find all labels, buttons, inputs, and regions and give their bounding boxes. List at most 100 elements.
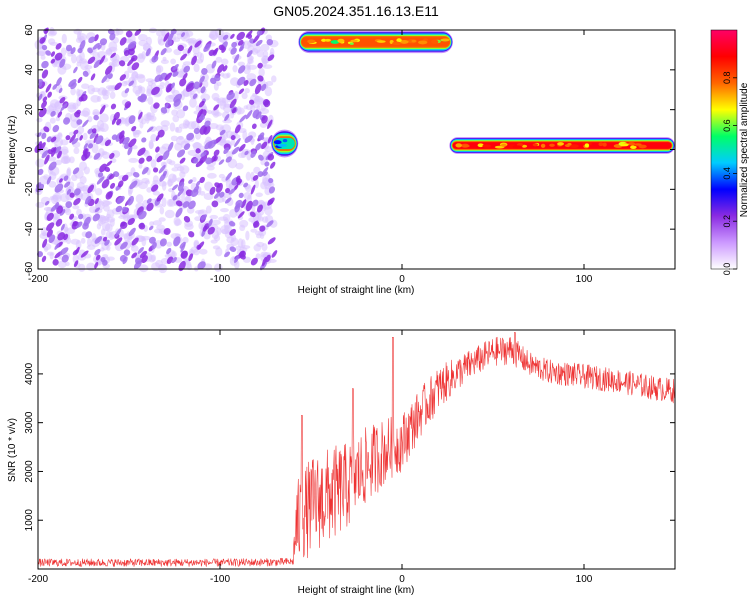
speckle-dot <box>101 74 109 84</box>
speckle-haze <box>237 61 246 67</box>
speckle-haze <box>158 263 168 274</box>
speckle-haze <box>156 65 164 73</box>
speckle-dot <box>218 159 225 165</box>
speckle-haze <box>43 174 50 180</box>
speckle-haze <box>192 177 197 183</box>
speckle-dot <box>99 104 106 115</box>
speckle-dot <box>271 250 278 258</box>
speckle-dot <box>260 141 268 149</box>
heatmap-hotspot <box>500 143 507 147</box>
speckle-haze <box>234 90 239 101</box>
speckle-dot <box>82 222 89 230</box>
speckle-dot <box>163 227 171 235</box>
speckle-dot <box>256 204 263 213</box>
speckle-dot <box>171 82 175 89</box>
speckle-haze <box>199 52 205 63</box>
speckle-dot <box>194 40 202 48</box>
speckle-dot <box>255 39 263 47</box>
speckle-dot <box>87 143 94 149</box>
speckle-dot <box>231 41 238 48</box>
speckle-dot <box>204 223 210 230</box>
speckle-dot <box>229 246 237 253</box>
speckle-haze <box>65 261 70 267</box>
heatmap-hotspot <box>441 38 450 42</box>
speckle-haze <box>42 231 47 236</box>
speckle-haze <box>171 109 178 116</box>
speckle-dot <box>183 143 191 151</box>
speckle-haze <box>90 95 100 103</box>
speckle-haze <box>176 109 186 119</box>
speckle-haze <box>121 80 128 87</box>
speckle-dot <box>50 136 57 143</box>
speckle-haze <box>243 191 252 200</box>
speckle-haze <box>53 137 64 147</box>
speckle-dot <box>73 198 81 206</box>
speckle-dot <box>123 249 131 256</box>
speckle-dot <box>252 199 259 207</box>
speckle-haze <box>262 50 269 58</box>
speckle-dot <box>104 139 112 147</box>
spectrogram-marks <box>34 27 675 274</box>
speckle-haze <box>135 89 141 97</box>
speckle-haze <box>260 43 270 52</box>
speckle-dot <box>214 182 221 188</box>
speckle-dot <box>224 114 230 122</box>
speckle-dot <box>73 66 78 74</box>
colorbar-tick-label: 0.2 <box>722 215 732 228</box>
speckle-dot <box>70 47 76 55</box>
speckle-haze <box>261 216 269 223</box>
speckle-dot <box>200 86 206 94</box>
speckle-dot <box>228 188 236 195</box>
heatmap-hotspot <box>463 144 470 148</box>
speckle-dot <box>60 223 65 231</box>
speckle-dot <box>109 182 116 189</box>
speckle-dot <box>84 195 92 205</box>
heatmap-hotspot <box>324 38 332 42</box>
heatmap-hotspot <box>630 145 637 150</box>
speckle-dot <box>64 181 71 188</box>
speckle-dot <box>54 52 63 61</box>
speckle-dot <box>115 205 123 213</box>
speckle-haze <box>104 223 113 232</box>
speckle-haze <box>65 237 72 245</box>
speckle-dot <box>92 42 101 50</box>
speckle-dot <box>119 74 127 81</box>
speckle-haze <box>65 208 72 216</box>
speckle-haze <box>239 219 249 228</box>
speckle-dot <box>185 82 195 92</box>
speckle-dot <box>73 260 79 268</box>
speckle-dot <box>182 201 190 208</box>
speckle-dot <box>97 172 104 178</box>
speckle-haze <box>148 141 154 149</box>
speckle-dot <box>243 79 249 86</box>
speckle-dot <box>159 173 166 182</box>
speckle-haze <box>67 104 77 113</box>
heatmap-hotspot <box>376 40 386 43</box>
speckle-dot <box>207 139 217 149</box>
snr-x-ticks: -200 -100 0 100 <box>28 330 593 585</box>
speckle-dot <box>146 126 154 133</box>
speckle-dot <box>183 215 191 223</box>
speckle-dot <box>192 93 198 100</box>
heatmap-hotspot <box>396 38 402 43</box>
heatmap-hotspot <box>277 143 287 148</box>
speckle-dot <box>46 212 54 221</box>
speckle-dot <box>37 168 44 176</box>
speckle-dot <box>231 146 240 155</box>
speckle-dot <box>151 242 157 250</box>
speckle-haze <box>257 212 262 221</box>
speckle-haze <box>97 50 107 59</box>
speckle-dot <box>160 48 167 56</box>
speckle-haze <box>132 145 138 150</box>
speckle-dot <box>211 60 217 69</box>
speckle-haze <box>242 40 252 49</box>
speckle-dot <box>114 82 122 91</box>
speckle-dot <box>99 55 106 65</box>
speckle-dot <box>46 222 55 231</box>
speckle-dot <box>88 36 96 44</box>
speckle-haze <box>206 165 215 171</box>
speckle-dot <box>159 238 167 247</box>
speckle-haze <box>47 38 56 45</box>
speckle-dot <box>193 81 201 90</box>
